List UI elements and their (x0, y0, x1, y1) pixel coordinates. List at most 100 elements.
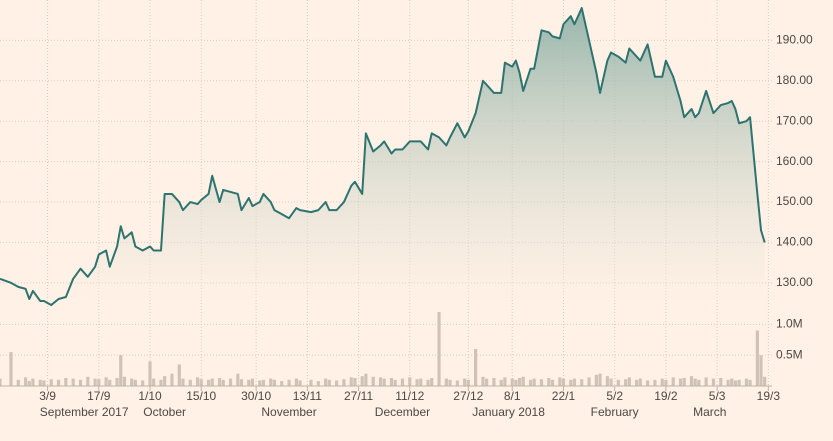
volume-bar (148, 361, 152, 386)
volume-bar (624, 379, 628, 386)
volume-bar (646, 380, 650, 386)
x-tick-label: 1/10 (138, 389, 162, 403)
volume-bar (195, 377, 200, 386)
volume-bar (228, 378, 233, 386)
volume-bar (744, 378, 748, 386)
volume-bar (152, 378, 156, 386)
volume-bar (463, 378, 467, 386)
volume-bar (269, 378, 273, 386)
volume-bar (78, 379, 83, 386)
y2-tick-label: 0.5M (776, 347, 803, 361)
volume-bar (514, 379, 518, 386)
x-tick-label: 11/12 (395, 389, 424, 403)
volume-bar (210, 378, 214, 386)
volume-bar (539, 379, 544, 386)
volume-bar (236, 373, 240, 386)
volume-bar (528, 379, 533, 386)
volume-bar (481, 376, 485, 386)
volume-bar (400, 378, 405, 386)
month-label: January 2018 (472, 405, 545, 419)
y-tick-label: 150.00 (776, 194, 813, 208)
volume-bar (660, 378, 664, 386)
volume-bar (474, 349, 478, 386)
volume-bar (360, 376, 364, 386)
volume-bar (382, 378, 386, 386)
volume-bar (261, 379, 266, 386)
volume-bar (364, 373, 368, 386)
volume-bar (587, 377, 591, 386)
volume-bar (444, 378, 448, 386)
labels: 130.00 140.00 150.00 160.00 170.00 180.00 190.… (39, 33, 813, 420)
volume-bar (503, 377, 507, 386)
x-tick-label: 5/2 (606, 389, 623, 403)
volume-bar (31, 378, 35, 386)
volume-bar (437, 312, 441, 386)
marks (0, 7, 767, 386)
month-label: October (143, 405, 186, 419)
x-tick-label: 19/2 (654, 389, 678, 403)
x-tick-label: 27/12 (453, 389, 483, 403)
volume-bar (697, 379, 701, 386)
volume-bar (499, 379, 503, 386)
volume-bar (342, 379, 346, 386)
x-tick-label: 30/10 (241, 389, 271, 403)
volume-bar (217, 377, 222, 386)
volume-bar (49, 379, 53, 386)
volume-bar (664, 379, 668, 386)
price-line (0, 7, 766, 307)
volume-bar (27, 381, 31, 386)
volume-bar (280, 381, 284, 386)
volume-bar (115, 377, 119, 386)
volume-bar (141, 380, 145, 386)
volume-bar (104, 377, 108, 386)
volume-bar (719, 377, 723, 386)
volume-bar (181, 378, 185, 386)
volume-bar (56, 379, 61, 386)
volume-bar (419, 378, 423, 386)
y2-tick-label: 1.0M (776, 317, 803, 331)
volume-bar (605, 376, 609, 386)
volume-bar (730, 378, 734, 386)
volume-bar (294, 378, 298, 386)
volume-bar (448, 379, 452, 386)
volume-bar (371, 376, 375, 386)
volume-bar (393, 379, 397, 386)
volume-bar (517, 377, 522, 386)
volume-bar (550, 379, 555, 386)
volume-bar (547, 377, 551, 386)
volume-bar (327, 379, 331, 386)
x-tick-label: 3/9 (39, 389, 56, 403)
volume-bar (122, 376, 126, 386)
volume-bar (616, 379, 620, 386)
volume-bar (510, 378, 514, 386)
volume-bar (485, 378, 489, 386)
volume-bar (324, 378, 328, 386)
volume-bar (689, 376, 694, 386)
x-tick-label: 15/10 (186, 389, 216, 403)
volume-bar (9, 352, 13, 386)
volume-bar (635, 379, 639, 386)
volume-bar (258, 380, 262, 386)
volume-bar (733, 380, 738, 386)
volume-bar (759, 355, 763, 386)
volume-bar (42, 380, 46, 386)
volume-bar (704, 377, 708, 386)
month-label: September 2017 (40, 405, 129, 419)
volume-bar (130, 378, 134, 386)
volume-bar (335, 380, 339, 386)
volume-bar (250, 378, 255, 386)
volume-bar (247, 379, 251, 386)
volume-bar (572, 378, 577, 386)
y-tick-label: 180.00 (776, 73, 813, 87)
volume-bar (71, 378, 75, 386)
volume-bar (561, 378, 566, 386)
volume-bar (569, 379, 573, 386)
volume-bar (627, 377, 631, 386)
volume-bar (133, 379, 137, 386)
volume-bar (492, 377, 496, 386)
volume-bar (678, 378, 683, 386)
volume-bar (426, 379, 430, 386)
volume-bar (221, 379, 225, 386)
volume-bar (638, 378, 642, 386)
